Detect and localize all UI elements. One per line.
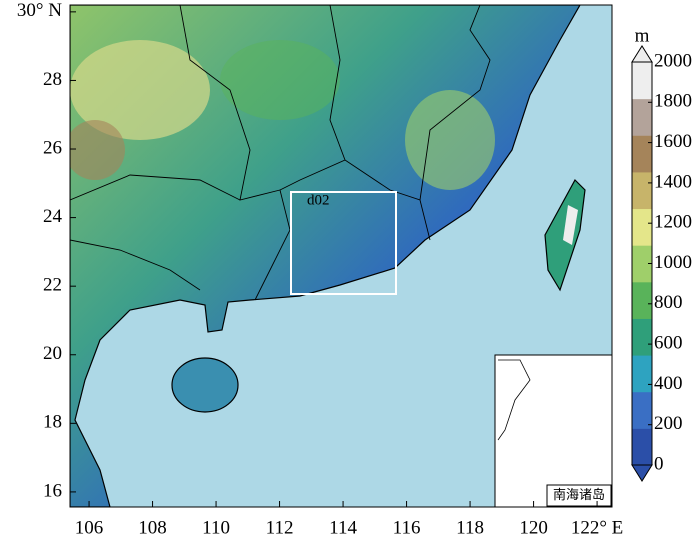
x-tick-label: 112 <box>266 517 294 538</box>
colorbar-segment <box>632 281 652 319</box>
x-tick-label: 106 <box>75 517 104 538</box>
colorbar-label: 1600 <box>654 131 692 152</box>
colorbar-label: 1000 <box>654 252 692 273</box>
y-tick-label: 18 <box>43 412 62 433</box>
x-tick-label: 114 <box>329 517 357 538</box>
map-frame <box>69 4 613 508</box>
colorbar-label: 800 <box>654 292 683 313</box>
inset <box>494 354 612 507</box>
inset-label: 南海诸岛 <box>553 487 605 502</box>
x-tick-label: 110 <box>202 517 230 538</box>
highland <box>70 40 210 140</box>
colorbar-label: 400 <box>654 373 683 394</box>
colorbar-label: 200 <box>654 413 683 434</box>
inset-label-box <box>546 484 612 507</box>
y-tick-label: 30° N <box>17 0 62 21</box>
highland <box>405 90 495 190</box>
colorbar-label: 1200 <box>654 212 692 233</box>
hainan <box>171 357 239 413</box>
y-tick-label: 16 <box>43 480 62 501</box>
domain-label: d02 <box>307 192 330 208</box>
colorbar-segment <box>632 245 652 283</box>
x-tick-label: 116 <box>393 517 421 538</box>
colorbar-segment <box>632 171 652 210</box>
colorbar-segment <box>632 355 652 393</box>
colorbar-label: 1400 <box>654 171 692 192</box>
colorbar-label: 0 <box>654 453 664 474</box>
colorbar-unit: m <box>635 25 650 46</box>
taiwan-peak <box>563 205 578 245</box>
colorbar-label: 600 <box>654 332 683 353</box>
colorbar-segment <box>632 391 652 429</box>
borders <box>70 5 491 301</box>
y-tick-label: 28 <box>43 69 62 90</box>
colorbar-segment <box>632 428 652 466</box>
colorbar-segment <box>632 135 652 173</box>
y-tick-label: 22 <box>43 275 62 296</box>
colorbar-segment <box>632 98 652 136</box>
inset-coast <box>497 359 531 441</box>
highland <box>220 40 340 120</box>
y-tick-label: 26 <box>43 137 62 158</box>
colorbar-segment <box>632 318 652 356</box>
colorbar-label: 1800 <box>654 91 692 112</box>
colorbar-segment <box>632 62 652 100</box>
x-tick-label: 118 <box>456 517 484 538</box>
y-tick-label: 20 <box>43 343 62 364</box>
x-tick-label: 120 <box>519 517 548 538</box>
colorbar-bottom <box>631 464 653 482</box>
x-tick-label: 108 <box>138 517 167 538</box>
colorbar-label: 2000 <box>654 50 692 71</box>
highland <box>70 120 125 180</box>
colorbar-segment <box>632 208 652 246</box>
colorbar-top <box>631 45 653 63</box>
map-area: d02 南海诸岛 <box>70 5 612 507</box>
x-tick-label: 122° E <box>571 517 623 538</box>
y-tick-label: 24 <box>43 206 63 227</box>
domain-box <box>290 191 397 295</box>
